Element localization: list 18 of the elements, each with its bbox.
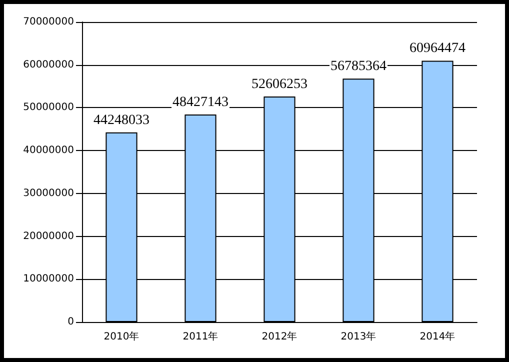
y-tick-label: 60000000 [23, 59, 74, 70]
data-label: 60964474 [410, 41, 466, 56]
data-label: 48427143 [172, 94, 228, 110]
y-tick-label: 10000000 [23, 274, 74, 285]
x-tick-label: 2010年 [104, 330, 140, 342]
y-tick-label: 50000000 [23, 102, 74, 114]
y-tick-label: 30000000 [23, 188, 74, 199]
y-tick-label: 40000000 [23, 145, 74, 156]
x-tick-label: 2014年 [420, 330, 456, 342]
y-tick-label: 20000000 [23, 230, 74, 242]
data-label: 56785364 [330, 59, 386, 74]
x-tick-label: 2011年 [182, 330, 218, 342]
y-tick-label: 0 [68, 316, 74, 328]
y-tick-label: 70000000 [23, 16, 74, 28]
data-label: 52606253 [252, 77, 308, 92]
x-tick-label: 2013年 [340, 330, 376, 342]
data-label: 44248033 [94, 112, 150, 128]
x-tick-label: 2012年 [262, 330, 298, 342]
